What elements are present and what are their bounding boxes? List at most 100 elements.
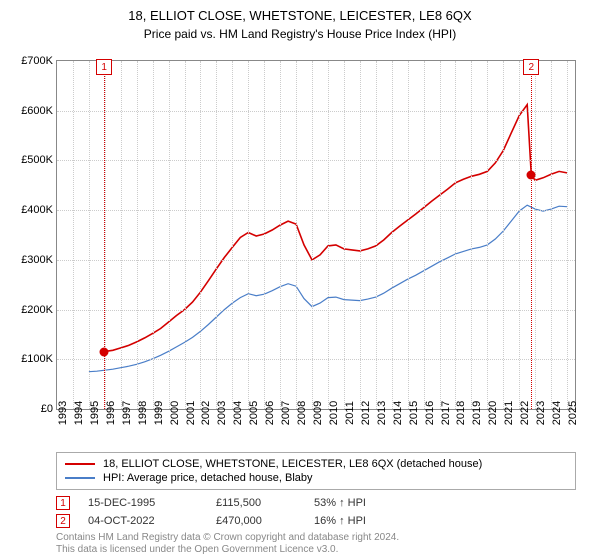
x-axis-label: 2024 [551,401,563,425]
line-series-svg [57,61,575,409]
sale-price: £115,500 [216,497,296,509]
sale-badge: 1 [56,496,70,510]
sale-date: 15-DEC-1995 [88,497,198,509]
gridline-vertical [73,61,74,409]
y-axis-label: £600K [21,105,53,117]
gridline-vertical [567,61,568,409]
gridline-horizontal [57,260,575,261]
x-axis-label: 2011 [344,401,356,425]
chart-subtitle: Price paid vs. HM Land Registry's House … [0,23,600,41]
legend-label: HPI: Average price, detached house, Blab… [103,472,313,484]
gridline-vertical [296,61,297,409]
gridline-horizontal [57,310,575,311]
gridline-vertical [216,61,217,409]
sale-row: 1 15-DEC-1995 £115,500 53% ↑ HPI [56,494,404,512]
gridline-vertical [185,61,186,409]
x-axis-label: 2017 [440,401,452,425]
sale-row: 204-OCT-2022£470,00016% ↑ HPI [56,512,404,530]
sales-table: 1 15-DEC-1995 £115,500 53% ↑ HPI 204-OCT-202… [56,494,404,530]
event-marker [527,171,536,180]
chart-title: 18, ELLIOT CLOSE, WHETSTONE, LEICESTER, … [0,0,600,23]
legend-item: HPI: Average price, detached house, Blab… [65,471,567,485]
gridline-horizontal [57,160,575,161]
gridline-vertical [471,61,472,409]
gridline-vertical [153,61,154,409]
legend-label: 18, ELLIOT CLOSE, WHETSTONE, LEICESTER, … [103,458,482,470]
event-badge: 1 [96,59,112,75]
x-axis-label: 2002 [200,401,212,425]
gridline-vertical [200,61,201,409]
gridline-vertical [169,61,170,409]
x-axis-label: 1996 [105,401,117,425]
event-badge: 2 [523,59,539,75]
x-axis-label: 2020 [487,401,499,425]
legend-item: 18, ELLIOT CLOSE, WHETSTONE, LEICESTER, … [65,457,567,471]
x-axis-label: 1995 [89,401,101,425]
event-line [104,61,105,409]
x-axis-label: 1994 [73,401,85,425]
x-axis-label: 2023 [535,401,547,425]
gridline-horizontal [57,359,575,360]
sale-date: 04-OCT-2022 [88,515,198,527]
gridline-vertical [121,61,122,409]
x-axis-label: 2018 [455,401,467,425]
x-axis-label: 2003 [216,401,228,425]
legend-swatch [65,463,95,465]
x-axis-label: 2025 [567,401,579,425]
gridline-vertical [408,61,409,409]
gridline-vertical [424,61,425,409]
sale-pct: 53% ↑ HPI [314,497,404,509]
x-axis-label: 2008 [296,401,308,425]
x-axis-label: 2015 [408,401,420,425]
gridline-vertical [328,61,329,409]
event-marker [100,347,109,356]
gridline-vertical [519,61,520,409]
x-axis-label: 2004 [232,401,244,425]
gridline-vertical [360,61,361,409]
x-axis-label: 2021 [503,401,515,425]
x-axis-label: 1993 [57,401,69,425]
gridline-horizontal [57,111,575,112]
x-axis-label: 2012 [360,401,372,425]
y-axis-label: £0 [41,403,53,415]
gridline-vertical [392,61,393,409]
gridline-vertical [312,61,313,409]
y-axis-label: £100K [21,353,53,365]
plot-area: £0£100K£200K£300K£400K£500K£600K£700K199… [56,60,576,410]
x-axis-label: 2006 [264,401,276,425]
y-axis-label: £300K [21,254,53,266]
gridline-vertical [503,61,504,409]
x-axis-label: 2010 [328,401,340,425]
gridline-vertical [280,61,281,409]
gridline-vertical [232,61,233,409]
x-axis-label: 2013 [376,401,388,425]
gridline-vertical [344,61,345,409]
x-axis-label: 2014 [392,401,404,425]
y-axis-label: £400K [21,204,53,216]
x-axis-label: 2022 [519,401,531,425]
legend-box: 18, ELLIOT CLOSE, WHETSTONE, LEICESTER, … [56,452,576,490]
series-property [104,105,567,352]
x-axis-label: 2001 [185,401,197,425]
x-axis-label: 2007 [280,401,292,425]
gridline-vertical [89,61,90,409]
gridline-vertical [455,61,456,409]
x-axis-label: 2019 [471,401,483,425]
x-axis-label: 2016 [424,401,436,425]
x-axis-label: 1997 [121,401,133,425]
footnote-line-2: This data is licensed under the Open Gov… [56,544,399,556]
legend-swatch [65,477,95,479]
gridline-vertical [487,61,488,409]
gridline-vertical [535,61,536,409]
gridline-vertical [248,61,249,409]
x-axis-label: 2009 [312,401,324,425]
footnote-line-1: Contains HM Land Registry data © Crown c… [56,532,399,544]
gridline-vertical [551,61,552,409]
sale-pct: 16% ↑ HPI [314,515,404,527]
x-axis-label: 1999 [153,401,165,425]
gridline-vertical [440,61,441,409]
y-axis-label: £500K [21,154,53,166]
event-line [531,61,532,409]
gridline-vertical [376,61,377,409]
y-axis-label: £200K [21,304,53,316]
